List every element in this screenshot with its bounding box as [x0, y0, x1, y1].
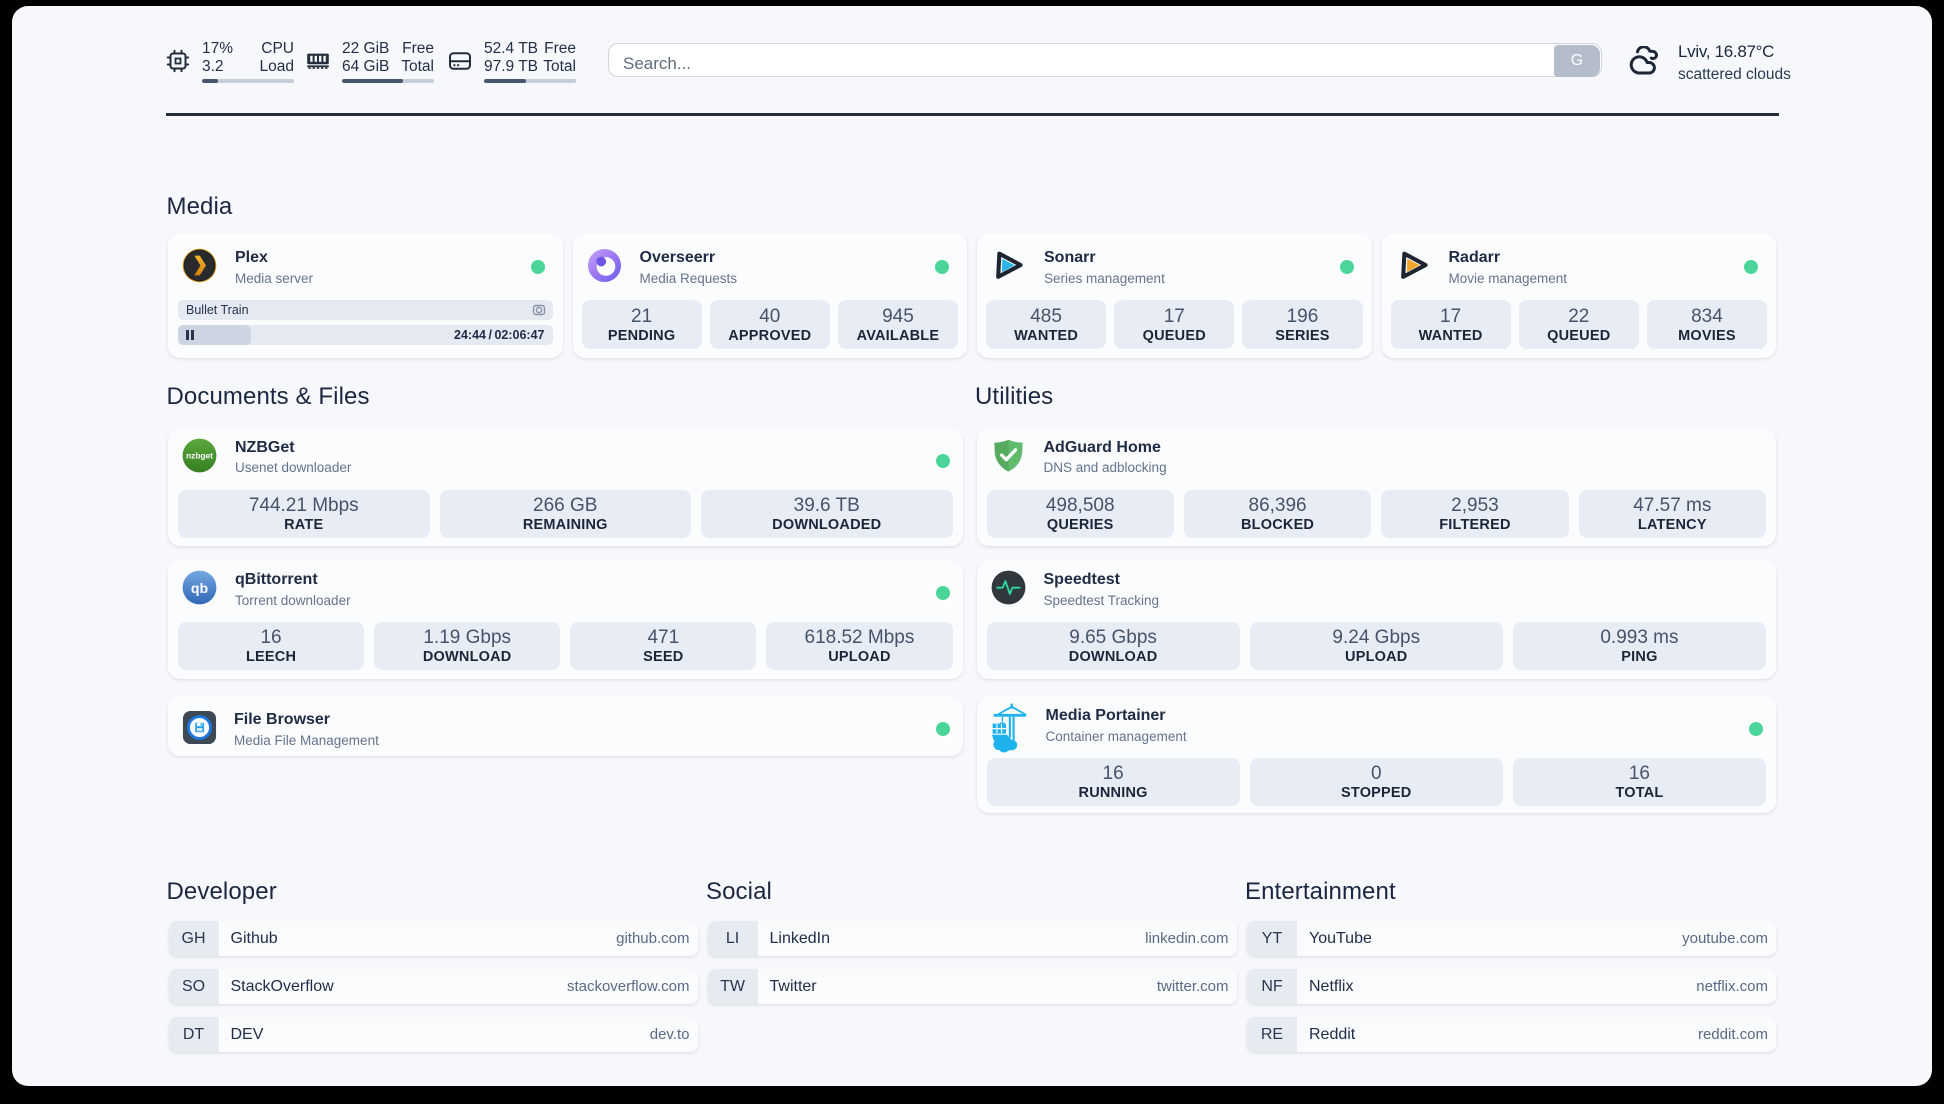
- svg-text:qb: qb: [191, 580, 209, 596]
- svg-text:nzbget: nzbget: [186, 450, 213, 460]
